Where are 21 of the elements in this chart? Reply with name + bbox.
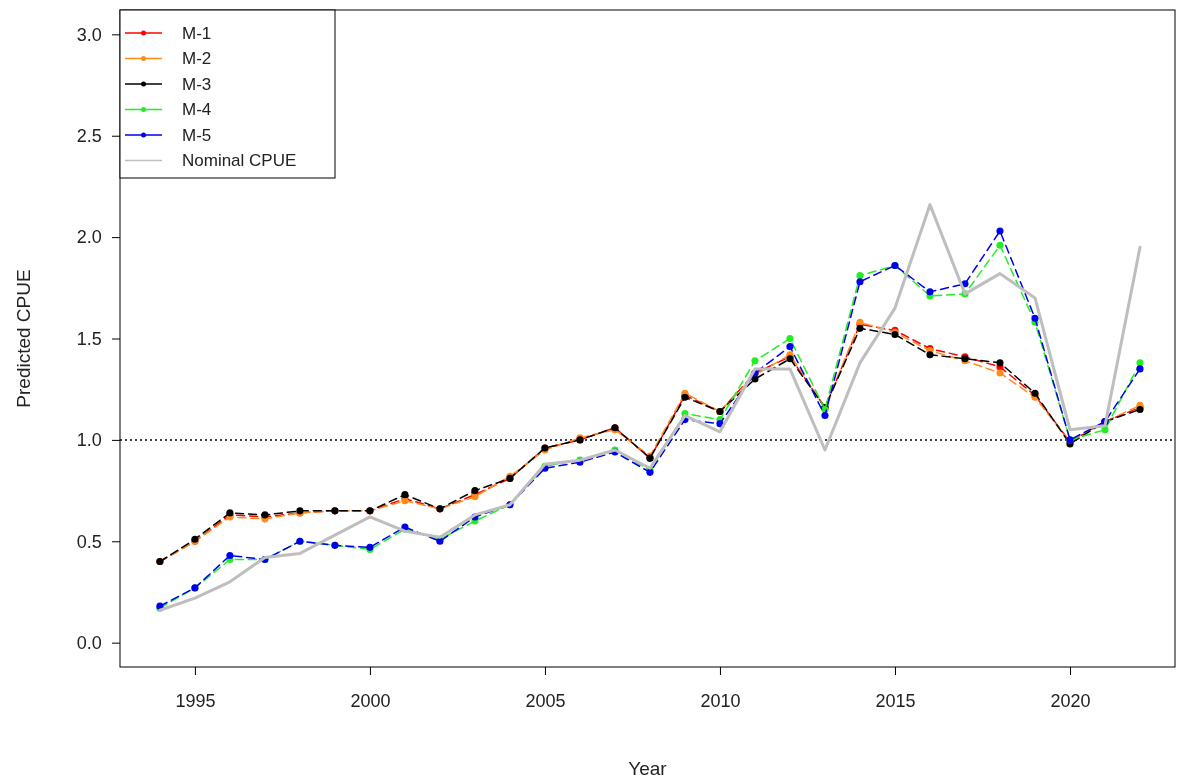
x-tick-label: 2020 (1050, 690, 1091, 711)
y-axis-title: Predicted CPUE (13, 269, 34, 408)
x-tick-label: 2010 (700, 690, 741, 711)
x-tick-label: 2005 (525, 690, 566, 711)
legend-label: Nominal CPUE (182, 151, 297, 171)
x-tick-label: 1995 (175, 690, 216, 711)
x-axis-title: Year (628, 758, 668, 779)
y-tick-label: 1.5 (76, 328, 102, 349)
legend-label: M-5 (182, 125, 212, 145)
legend-label: M-4 (182, 100, 212, 120)
y-tick-label: 2.0 (76, 227, 102, 248)
legend-label: M-2 (182, 49, 212, 69)
x-tick-label: 2000 (350, 690, 391, 711)
y-tick-label: 0.0 (76, 632, 102, 653)
x-tick-label: 2015 (875, 690, 916, 711)
legend-label: M-3 (182, 74, 212, 94)
y-tick-label: 3.0 (76, 24, 102, 45)
legend-label: M-1 (182, 23, 212, 43)
y-tick-label: 0.5 (76, 531, 102, 552)
y-tick-label: 2.5 (76, 125, 102, 146)
y-tick-label: 1.0 (76, 430, 102, 451)
